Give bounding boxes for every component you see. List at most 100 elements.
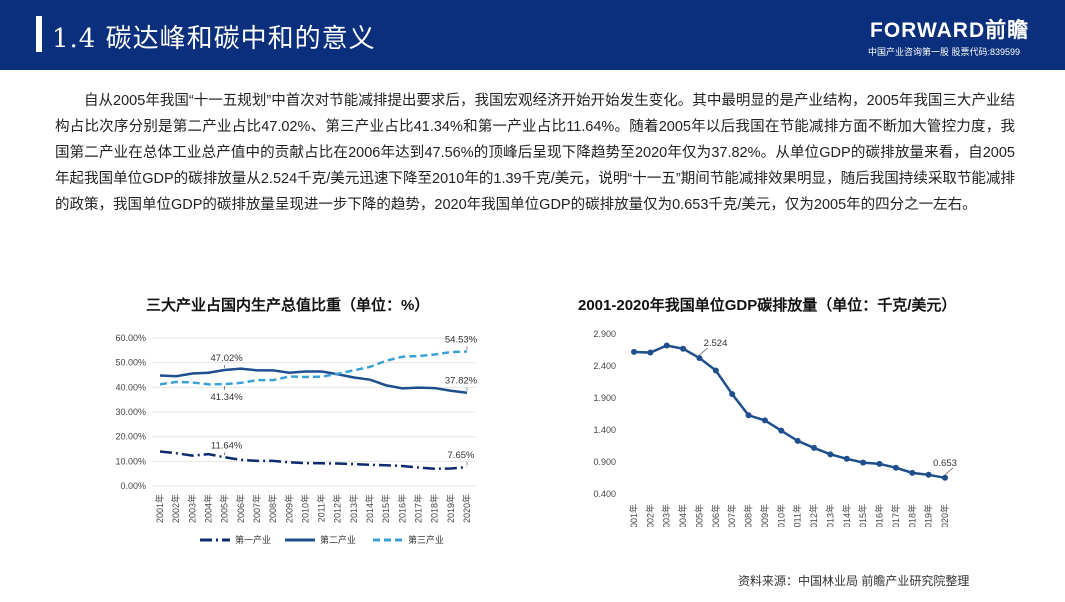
x-tick-label: 2003年 — [186, 494, 197, 523]
data-point — [778, 427, 785, 434]
brand-tagline: 中国产业咨询第一股 股票代码:839599 — [868, 47, 1021, 57]
x-tick-label: 2016年 — [874, 504, 885, 527]
x-tick-label: 2006年 — [710, 504, 721, 527]
series-line-3 — [159, 350, 468, 386]
x-tick-label: 2002年 — [644, 504, 655, 527]
y-tick-label: 10.00% — [115, 456, 146, 466]
x-tick-label: 2014年 — [364, 494, 375, 523]
x-tick-label: 2009年 — [759, 504, 770, 527]
data-label: 7.65% — [448, 450, 475, 461]
data-point — [860, 459, 867, 466]
x-tick-label: 2017年 — [413, 494, 424, 523]
data-label: 37.82% — [445, 376, 478, 387]
x-tick-label: 2017年 — [890, 504, 901, 527]
legend-label-1: 第一产业 — [235, 534, 271, 545]
x-tick-label: 2001年 — [154, 494, 165, 523]
x-tick-label: 2015年 — [857, 504, 868, 527]
x-tick-label: 2012年 — [808, 504, 819, 527]
data-point — [843, 455, 850, 462]
y-tick-label: 30.00% — [115, 407, 146, 417]
x-tick-label: 2019年 — [923, 504, 934, 527]
data-point — [729, 391, 736, 398]
data-label: 2.524 — [704, 338, 728, 349]
x-tick-label: 2009年 — [283, 494, 294, 523]
data-point — [663, 342, 670, 349]
x-tick-label: 2005年 — [693, 504, 704, 527]
y-tick-label: 20.00% — [115, 432, 146, 442]
x-tick-label: 2012年 — [332, 494, 343, 523]
data-point — [712, 367, 719, 374]
brand-logo: FORWARD前瞻 — [870, 19, 1030, 42]
body-paragraph: 自从2005年我国“十一五规划”中首次对节能减排提出要求后，我国宏观经济开始开始… — [55, 93, 1015, 213]
y-tick-label: 50.00% — [115, 358, 146, 368]
x-tick-label: 2013年 — [348, 494, 359, 523]
x-tick-label: 2002年 — [170, 494, 181, 523]
x-tick-label: 2013年 — [824, 504, 835, 527]
x-tick-label: 2007年 — [726, 504, 737, 527]
legend-label-3: 第三产业 — [408, 534, 444, 545]
data-point — [745, 412, 752, 419]
x-tick-label: 2015年 — [380, 494, 391, 523]
header-bar: 1.4 碳达峰和碳中和的意义 FORWARD前瞻 中国产业咨询第一股 股票代码:… — [0, 0, 1065, 70]
x-tick-label: 2004年 — [202, 494, 213, 523]
data-point — [696, 355, 703, 362]
source-note: 资料来源：中国林业局 前瞻产业研究院整理 — [738, 574, 970, 588]
x-tick-label: 2007年 — [251, 494, 262, 523]
data-point — [892, 464, 899, 471]
x-tick-label: 2010年 — [775, 504, 786, 527]
data-label: 47.02% — [211, 353, 244, 364]
data-label-leader — [944, 467, 954, 476]
data-point — [647, 349, 654, 356]
x-tick-label: 2005年 — [219, 494, 230, 523]
legend-label-2: 第二产业 — [320, 534, 356, 545]
x-tick-label: 2008年 — [743, 504, 754, 527]
data-label: 11.64% — [211, 440, 243, 451]
x-tick-label: 2016年 — [396, 494, 407, 523]
data-point — [876, 460, 883, 467]
y-tick-label: 0.900 — [593, 457, 616, 467]
data-point — [811, 444, 818, 451]
x-tick-label: 2011年 — [316, 494, 327, 522]
header-accent-bar — [36, 16, 42, 52]
data-label: 41.34% — [211, 392, 244, 403]
data-label: 0.653 — [933, 458, 957, 469]
x-tick-label: 2001年 — [628, 504, 639, 527]
x-tick-label: 2010年 — [299, 494, 310, 523]
data-point — [794, 437, 801, 444]
x-tick-label: 2011年 — [792, 504, 803, 527]
series-line — [633, 344, 946, 480]
x-tick-label: 2008年 — [267, 494, 278, 523]
series-line-2 — [159, 367, 468, 394]
x-tick-label: 2014年 — [841, 504, 852, 527]
x-tick-label: 2018年 — [906, 504, 917, 527]
y-tick-label: 2.400 — [593, 361, 616, 371]
data-point — [631, 348, 637, 355]
data-label: 54.53% — [445, 334, 478, 345]
x-tick-label: 2020年 — [939, 504, 950, 527]
data-label-leader — [699, 347, 708, 356]
data-point — [761, 417, 768, 424]
data-point — [942, 474, 948, 481]
page-title: 1.4 碳达峰和碳中和的意义 — [52, 24, 376, 54]
y-tick-label: 2.900 — [593, 329, 616, 339]
y-tick-label: 1.400 — [593, 425, 616, 435]
x-tick-label: 2018年 — [429, 494, 440, 523]
data-point — [827, 451, 834, 458]
x-tick-label: 2006年 — [235, 494, 246, 523]
data-point — [925, 471, 932, 478]
y-tick-label: 1.900 — [593, 393, 616, 403]
chart-carbon-intensity: 0.400 0.900 1.400 1.900 2.400 2.900 2001年 2002年… — [593, 329, 957, 527]
x-tick-label: 2020年 — [461, 494, 472, 523]
chart-industry-share: 0.00% 10.00% 20.00% 30.00% 40.00% 50.00% 60.00… — [115, 333, 478, 545]
chart-carbon-title: 2001-2020年我国单位GDP碳排放量（单位：千克/美元） — [578, 297, 957, 314]
y-tick-label: 40.00% — [115, 382, 146, 392]
x-tick-label: 2003年 — [661, 504, 672, 527]
y-tick-label: 0.00% — [120, 481, 146, 491]
series-line-1 — [159, 450, 468, 470]
data-point — [909, 469, 916, 476]
chart-industry-title: 三大产业占国内生产总值比重（单位：%） — [146, 297, 430, 314]
x-tick-label: 2019年 — [445, 494, 456, 523]
data-point — [680, 345, 687, 352]
y-tick-label: 60.00% — [115, 333, 146, 343]
y-tick-label: 0.400 — [593, 489, 616, 499]
